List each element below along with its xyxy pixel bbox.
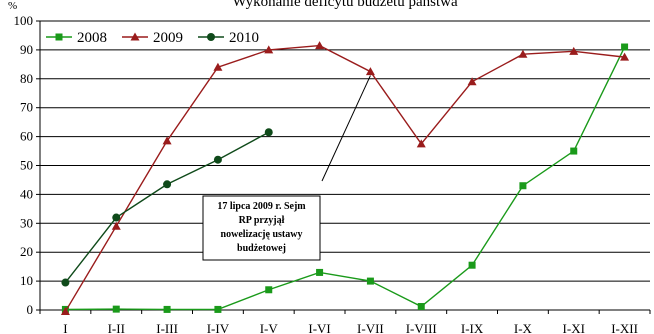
x-tick-label-I-VIII: I-VIII [406, 321, 437, 334]
x-tick-label-I-VII: I-VII [357, 321, 384, 334]
point-2009-I-XII [620, 52, 630, 61]
point-2008-I-V [265, 286, 273, 294]
x-tick-label-I-II: I-II [108, 321, 125, 334]
point-2009-I-II [111, 221, 121, 230]
point-2010-I-III [163, 180, 172, 189]
point-2008-I-X [519, 182, 527, 190]
point-2009-I-VIII [416, 139, 426, 148]
point-2008-I-II [112, 305, 120, 313]
y-tick-label-40: 40 [20, 186, 33, 201]
point-2008-I-VII [366, 277, 374, 285]
chart-title: Wykonanie deficytu budżetu państwa [232, 0, 458, 10]
annotation-line-0: 17 lipca 2009 r. Sejm [217, 201, 306, 212]
y-tick-label-90: 90 [20, 42, 33, 57]
point-2009-I-VII [365, 67, 375, 76]
x-tick-label-I-V: I-V [260, 321, 279, 334]
point-2010-I [61, 278, 70, 287]
y-axis-unit-label: % [8, 0, 17, 12]
x-tick-label-I-VI: I-VI [308, 321, 330, 334]
x-tick-label-I-XI: I-XI [563, 321, 585, 334]
x-tick-label-I-III: I-III [156, 321, 178, 334]
gridlines [40, 20, 650, 311]
point-2009-I-VI [315, 41, 325, 50]
legend-marker-2010 [207, 33, 215, 41]
y-tick-label-30: 30 [20, 215, 33, 230]
point-2010-I-II [112, 213, 121, 222]
annotation-line-3: budżetowej [237, 243, 286, 254]
series-line-2009 [64, 44, 625, 312]
point-2009-I-IX [467, 77, 477, 86]
legend-label-2010: 2010 [229, 30, 259, 46]
y-tick-label-60: 60 [20, 129, 33, 144]
x-axis-ticks: I I-II I-III I-IV I-V I-VI I-VII I-VIII I-IX I-X I… [39, 310, 651, 334]
series-2008 [61, 43, 629, 313]
annotation-pointer [321, 75, 371, 182]
point-2008-I-III [163, 305, 171, 313]
legend-marker-2008 [55, 33, 63, 41]
point-2009-I-XI [569, 46, 579, 55]
point-2009-I-IV [213, 62, 223, 71]
series-2009 [60, 41, 630, 315]
point-2008-I-XII [621, 43, 629, 51]
y-tick-label-10: 10 [20, 273, 33, 288]
point-2008-I-IV [214, 305, 222, 313]
y-tick-label-0: 0 [27, 302, 34, 317]
legend-label-2008: 2008 [77, 30, 107, 46]
legend-item-2009: 2009 [122, 30, 183, 46]
point-2008-I-IX [468, 261, 476, 269]
annotation-line-2: nowelizację ustawy [221, 229, 303, 240]
point-2010-I-V [264, 128, 273, 137]
point-2008-I-VI [316, 268, 324, 276]
y-tick-label-20: 20 [20, 244, 33, 259]
point-2009-I-V [264, 45, 274, 54]
legend: 2008 2009 2010 [46, 30, 259, 46]
y-axis-ticks: 0 10 20 30 40 50 60 70 80 90 100 [14, 13, 40, 317]
point-2008-I-VIII [417, 303, 425, 311]
series-2010 [61, 128, 273, 287]
legend-item-2008: 2008 [46, 30, 107, 46]
point-2009-I-III [162, 136, 172, 145]
legend-item-2010: 2010 [198, 30, 259, 46]
series-line-2008 [65, 46, 626, 311]
series-layer [60, 41, 630, 315]
x-tick-label-I-IV: I-IV [207, 321, 230, 334]
y-tick-label-50: 50 [20, 158, 33, 173]
x-tick-label-I-X: I-X [514, 321, 533, 334]
annotation-line-1: RP przyjął [239, 215, 285, 226]
legend-label-2009: 2009 [153, 30, 183, 46]
y-tick-label-100: 100 [14, 13, 34, 28]
x-tick-label-I-XII: I-XII [611, 321, 638, 334]
x-tick-label-I-IX: I-IX [461, 321, 484, 334]
annotation: 17 lipca 2009 r. Sejm RP przyjął nowelizac… [202, 75, 371, 261]
annotation-box [202, 195, 321, 261]
point-2009-I-X [518, 49, 528, 58]
y-tick-label-70: 70 [20, 100, 33, 115]
point-2009-I [60, 306, 70, 315]
x-tick-label-I: I [63, 321, 67, 334]
point-2010-I-IV [213, 155, 222, 164]
legend-marker-2009 [130, 32, 140, 41]
y-tick-label-80: 80 [20, 71, 33, 86]
point-2008-I-XI [570, 147, 578, 155]
